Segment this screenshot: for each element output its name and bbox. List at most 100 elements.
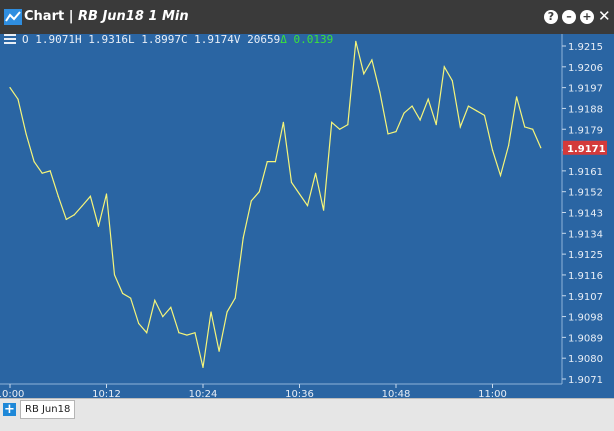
price-point [298, 193, 301, 195]
x-tick-label: 10:12 [92, 389, 121, 398]
plot-area [0, 34, 562, 384]
price-point [89, 195, 92, 197]
price-point [363, 73, 365, 75]
price-point [57, 195, 59, 197]
price-point [427, 98, 429, 100]
price-point [483, 114, 486, 116]
x-tick-label: 10:00 [0, 389, 24, 398]
price-point [130, 297, 132, 299]
price-point [355, 40, 357, 42]
y-tick-label: 1.9116 [568, 271, 603, 282]
price-point [97, 225, 100, 227]
title-prefix: Chart | [24, 9, 78, 24]
price-point [105, 193, 108, 195]
close-icon[interactable]: ✕ [598, 7, 611, 25]
y-tick-label: 1.9125 [568, 250, 603, 261]
line-chart-icon [4, 9, 22, 25]
price-point [499, 174, 502, 177]
x-tick-label: 11:00 [478, 389, 507, 398]
price-point [435, 124, 437, 126]
window-title: Chart | RB Jun18 1 Min [24, 9, 189, 24]
price-point [323, 209, 325, 211]
price-point [162, 315, 164, 318]
price-point [154, 299, 156, 301]
price-point [178, 332, 180, 334]
title-symbol: RB Jun18 1 Min [78, 9, 189, 24]
price-point [306, 204, 309, 207]
restore-icon[interactable]: + [580, 10, 594, 24]
price-change: Δ 0.0139 [280, 33, 334, 46]
x-tick-label: 10:36 [285, 389, 314, 398]
y-tick-label: 1.9089 [568, 333, 603, 344]
price-point [121, 292, 124, 295]
price-point [49, 170, 51, 172]
price-point [411, 105, 413, 107]
price-point [194, 332, 196, 334]
last-price-badge [563, 140, 607, 155]
price-point [475, 110, 478, 112]
y-tick-label: 1.9161 [568, 167, 603, 178]
price-point [113, 274, 116, 276]
price-point [379, 91, 381, 93]
y-tick-label: 1.9215 [568, 42, 603, 53]
symbol-tab[interactable]: RB Jun18 [20, 400, 76, 419]
price-point [41, 172, 43, 174]
price-point [17, 98, 19, 100]
price-point [170, 306, 172, 308]
y-tick-label: 1.9080 [568, 354, 603, 365]
price-point [210, 311, 212, 313]
price-point [218, 350, 220, 352]
price-point [371, 59, 373, 61]
price-point [339, 128, 341, 130]
price-point [9, 87, 11, 89]
price-point [242, 237, 244, 239]
price-point [266, 161, 268, 163]
price-point [419, 119, 421, 121]
price-point [202, 366, 204, 369]
price-chart[interactable]: 1.92151.92061.91971.91881.91791.91701.91… [0, 0, 614, 398]
price-point [459, 126, 461, 128]
price-point [250, 200, 252, 202]
price-point [507, 144, 510, 147]
price-point [331, 121, 333, 123]
symbol-tab-bar: + RB Jun18 [0, 398, 614, 431]
price-point [33, 161, 35, 163]
hamburger-menu-icon[interactable] [4, 34, 16, 44]
ohlc-readout: O 1.9071H 1.9316L 1.8997C 1.9174V 20659Δ… [4, 33, 333, 47]
y-tick-label: 1.9107 [568, 292, 603, 303]
price-point [443, 66, 445, 68]
price-point [146, 332, 148, 334]
price-point [516, 96, 518, 98]
price-point [314, 172, 317, 174]
price-point [467, 105, 469, 107]
y-tick-label: 1.9134 [568, 229, 603, 240]
price-point [387, 133, 389, 135]
price-point [73, 214, 75, 216]
y-tick-label: 1.9143 [568, 209, 603, 220]
price-point [258, 191, 260, 193]
y-tick-label: 1.9179 [568, 125, 603, 136]
help-icon[interactable]: ? [544, 10, 558, 24]
price-point [81, 204, 83, 207]
x-tick-label: 10:48 [382, 389, 411, 398]
y-tick-label: 1.9197 [568, 84, 603, 95]
price-point [540, 147, 542, 149]
add-symbol-button[interactable]: + [3, 402, 16, 417]
y-tick-label: 1.9188 [568, 104, 603, 115]
price-point [234, 297, 236, 299]
y-tick-label: 1.9098 [568, 313, 603, 324]
price-point [25, 133, 27, 135]
price-point [403, 112, 405, 114]
price-point [274, 161, 276, 163]
title-bar[interactable]: Chart | RB Jun18 1 Min ? – + ✕ [0, 0, 614, 34]
price-point [524, 126, 526, 128]
price-point [491, 149, 494, 151]
price-point [395, 130, 397, 133]
price-point [65, 218, 67, 221]
x-tick-label: 10:24 [189, 389, 218, 398]
minimize-icon[interactable]: – [562, 10, 576, 24]
last-price-label: 1.9171 [567, 144, 606, 155]
price-point [290, 181, 293, 184]
price-point [226, 311, 228, 313]
